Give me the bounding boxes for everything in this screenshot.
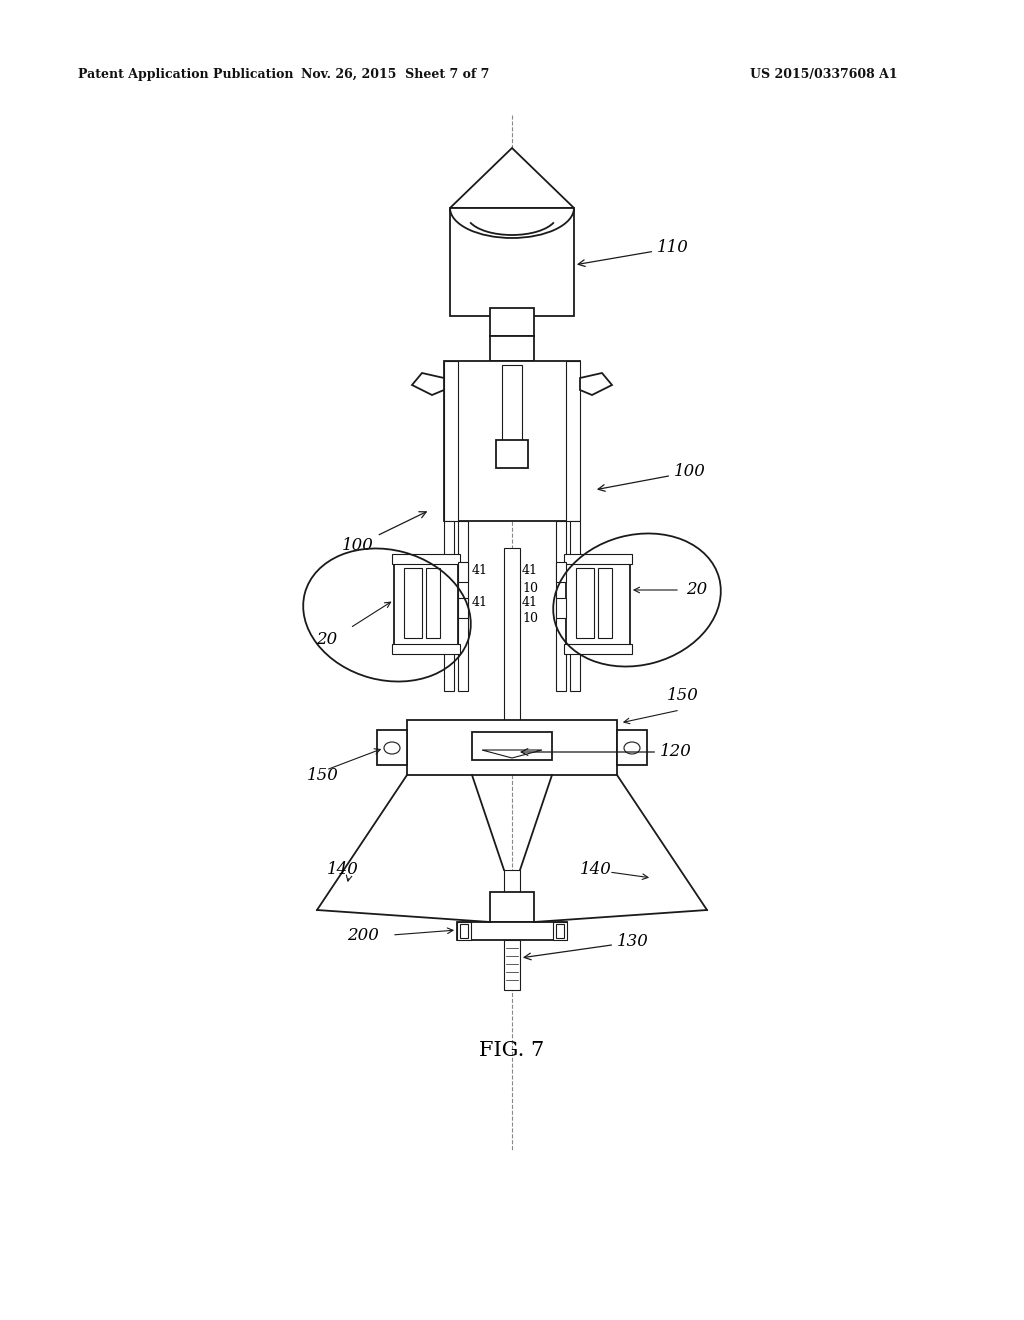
Text: 41: 41 — [472, 597, 488, 609]
Text: 100: 100 — [342, 512, 426, 553]
Text: Nov. 26, 2015  Sheet 7 of 7: Nov. 26, 2015 Sheet 7 of 7 — [301, 69, 489, 81]
Bar — [504, 940, 520, 990]
Bar — [404, 568, 422, 638]
Bar — [444, 521, 454, 690]
Text: 110: 110 — [579, 239, 689, 267]
Bar — [564, 644, 632, 653]
Bar — [460, 924, 468, 939]
Bar — [458, 521, 468, 690]
Bar — [553, 921, 567, 940]
Bar — [502, 366, 522, 445]
Text: 20: 20 — [316, 631, 338, 648]
Bar — [392, 554, 460, 564]
Bar — [444, 360, 580, 521]
Bar — [556, 562, 566, 582]
Bar — [566, 558, 630, 648]
Text: 200: 200 — [347, 927, 379, 944]
Text: 41: 41 — [522, 597, 538, 609]
Text: 150: 150 — [667, 686, 698, 704]
Text: 140: 140 — [327, 862, 358, 879]
Bar — [490, 308, 534, 337]
Text: 100: 100 — [598, 463, 706, 491]
Bar — [450, 209, 574, 315]
Bar — [575, 568, 594, 638]
Text: 10: 10 — [522, 582, 538, 595]
Bar — [490, 892, 534, 921]
Bar — [556, 924, 564, 939]
Bar — [490, 337, 534, 360]
Text: Patent Application Publication: Patent Application Publication — [78, 69, 294, 81]
Text: 10: 10 — [522, 612, 538, 624]
Text: 130: 130 — [524, 933, 649, 960]
Bar — [566, 360, 580, 521]
Text: FIG. 7: FIG. 7 — [479, 1040, 545, 1060]
Bar — [598, 568, 612, 638]
Bar — [444, 360, 458, 521]
Bar — [392, 644, 460, 653]
Bar — [504, 870, 520, 892]
Text: 41: 41 — [522, 564, 538, 577]
Bar — [556, 521, 566, 690]
Text: 120: 120 — [521, 743, 692, 760]
Bar — [556, 598, 566, 618]
Text: 140: 140 — [580, 862, 612, 879]
Bar — [617, 730, 647, 766]
Bar — [457, 921, 471, 940]
Bar — [496, 440, 528, 469]
Text: 150: 150 — [307, 767, 339, 784]
Bar — [394, 558, 458, 648]
Bar — [472, 733, 552, 760]
Polygon shape — [580, 374, 612, 395]
Bar — [426, 568, 440, 638]
Text: US 2015/0337608 A1: US 2015/0337608 A1 — [750, 69, 898, 81]
Polygon shape — [450, 148, 574, 209]
Bar — [458, 562, 468, 582]
Bar — [564, 554, 632, 564]
Bar — [377, 730, 407, 766]
Bar — [570, 521, 580, 690]
Bar — [457, 921, 567, 940]
Polygon shape — [482, 750, 542, 758]
Text: 41: 41 — [472, 564, 488, 577]
Bar — [407, 719, 617, 775]
Bar — [458, 598, 468, 618]
Text: 20: 20 — [686, 582, 708, 598]
Bar — [504, 548, 520, 729]
Polygon shape — [412, 374, 444, 395]
